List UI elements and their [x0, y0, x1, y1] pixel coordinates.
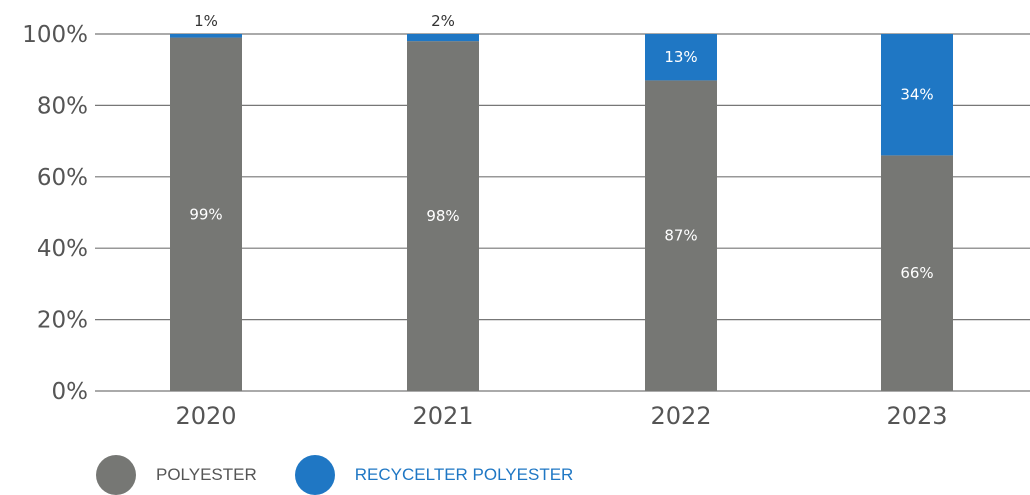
y-tick-label: 60%: [37, 165, 88, 191]
x-tick-label: 2023: [886, 402, 947, 430]
bar-segment: [881, 34, 953, 156]
y-tick-label: 100%: [22, 22, 88, 48]
bar-segment: [407, 34, 479, 42]
legend-label-recycled-polyester: RECYCELTER POLYESTER: [354, 465, 574, 484]
x-tick-label: 2021: [412, 402, 473, 430]
data-label: 13%: [664, 48, 697, 66]
legend-swatch-recycled-polyester: [294, 455, 335, 495]
gridlines: [95, 33, 1030, 392]
y-tick-label: 0%: [52, 379, 89, 405]
legend-label-polyester: POLYESTER: [156, 465, 257, 484]
legend: POLYESTER RECYCELTER POLYESTER: [96, 455, 611, 495]
bar-segment: [645, 34, 717, 81]
legend-swatch-polyester: [96, 455, 136, 495]
data-label: 98%: [426, 207, 459, 225]
bars: [170, 34, 953, 391]
bar-segment: [645, 80, 717, 391]
y-tick-label: 40%: [37, 236, 88, 262]
data-label: 34%: [900, 86, 933, 104]
bar-segment: [170, 34, 242, 38]
legend-item-recycled-polyester: RECYCELTER POLYESTER: [294, 455, 574, 495]
legend-item-polyester: POLYESTER: [96, 455, 257, 495]
bar-segment: [881, 155, 953, 391]
data-label: 99%: [189, 205, 222, 223]
data-label: 66%: [900, 264, 933, 282]
axes: 0% 20% 40% 60% 80% 100% 2020 2021 2022 2023: [22, 22, 947, 430]
x-tick-label: 2022: [650, 402, 711, 430]
bar-segment: [170, 37, 242, 391]
data-label: 87%: [664, 227, 697, 245]
y-tick-label: 20%: [37, 308, 88, 334]
x-tick-label: 2020: [175, 402, 236, 430]
y-tick-label: 80%: [37, 93, 88, 119]
data-label: 1%: [194, 12, 218, 30]
data-label: 2%: [431, 12, 455, 30]
data-labels: 99% 1% 98% 2% 87% 13% 66% 34%: [189, 12, 933, 282]
bar-segment: [407, 41, 479, 391]
